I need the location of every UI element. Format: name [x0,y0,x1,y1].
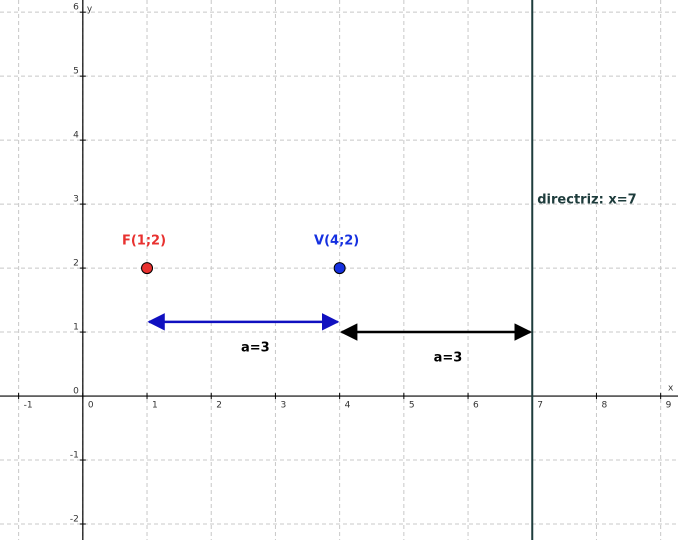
directrix-label: directriz: x=7 [537,193,636,208]
x-tick-label: 3 [280,401,286,411]
y-tick-label: -2 [70,515,79,525]
y-tick-label: 0 [73,387,79,397]
x-tick-label: -1 [24,401,33,411]
point [141,262,154,275]
y-tick-label: 3 [73,195,79,205]
y-tick-label: 2 [73,259,79,269]
distance-label: a=3 [241,340,270,355]
x-tick-label: 2 [216,401,222,411]
x-tick-label: 0 [88,401,94,411]
x-tick-label: 9 [666,401,672,411]
x-tick-label: 4 [345,401,351,411]
y-tick-label: 4 [73,131,79,141]
x-tick-label: 1 [152,401,158,411]
point-label: F(1;2) [122,234,166,249]
y-tick-label: 5 [73,67,79,77]
x-axis-label: x [668,384,674,394]
point-label: V(4;2) [314,234,359,249]
y-tick-label: -1 [70,451,79,461]
distance-label: a=3 [434,351,463,366]
x-tick-label: 7 [537,401,543,411]
y-tick-label: 1 [73,323,79,333]
point [333,262,346,275]
x-tick-label: 8 [601,401,607,411]
y-axis-label: y [87,5,93,15]
x-tick-label: 6 [473,401,479,411]
x-tick-label: 5 [409,401,415,411]
y-tick-label: 6 [73,3,79,13]
